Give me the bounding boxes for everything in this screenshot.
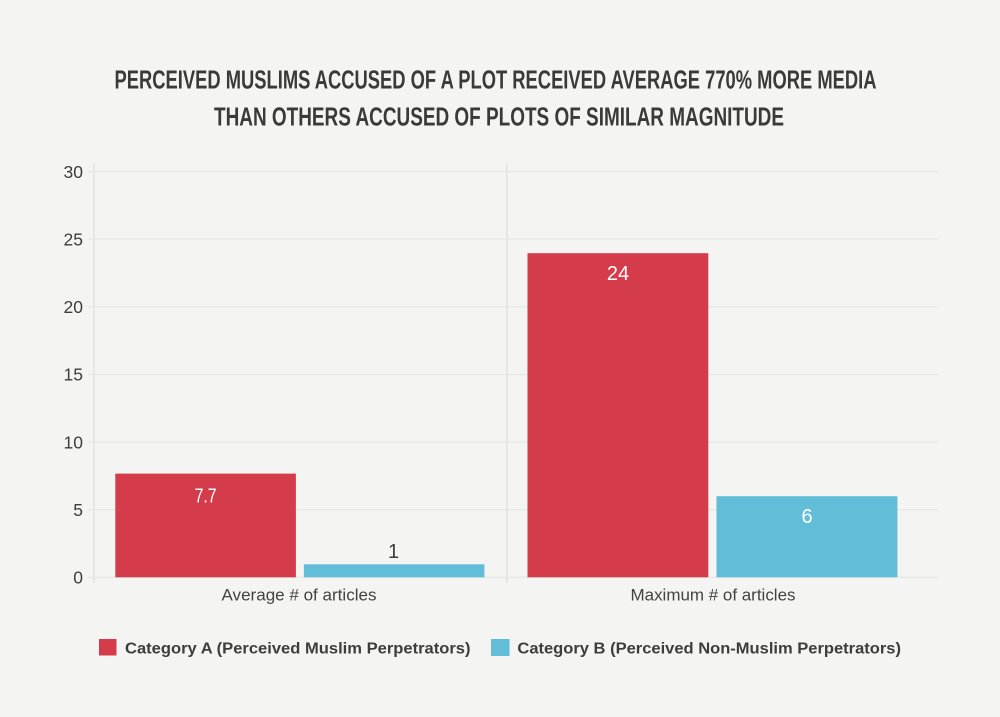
svg-text:20: 20 (64, 297, 84, 317)
svg-text:Category B (Perceived Non-Musl: Category B (Perceived Non-Muslim Perpetr… (517, 640, 901, 657)
svg-text:25: 25 (64, 229, 83, 249)
svg-text:10: 10 (64, 432, 84, 452)
svg-text:Category A (Perceived Muslim P: Category A (Perceived Muslim Perpetrator… (125, 640, 471, 657)
svg-text:Maximum # of articles: Maximum # of articles (631, 587, 796, 605)
svg-text:7.7: 7.7 (195, 485, 217, 507)
svg-text:24: 24 (607, 263, 629, 285)
svg-text:15: 15 (64, 365, 83, 385)
svg-text:Average # of articles: Average # of articles (222, 587, 377, 605)
svg-text:5: 5 (73, 500, 83, 520)
svg-text:30: 30 (64, 162, 84, 182)
svg-text:1: 1 (388, 541, 399, 563)
svg-text:THAN OTHERS ACCUSED OF PLOTS O: THAN OTHERS ACCUSED OF PLOTS OF SIMILAR … (214, 103, 784, 131)
svg-text:0: 0 (73, 568, 83, 588)
svg-text:PERCEIVED MUSLIMS ACCUSED OF A: PERCEIVED MUSLIMS ACCUSED OF A PLOT RECE… (115, 67, 877, 95)
svg-text:6: 6 (801, 506, 812, 528)
